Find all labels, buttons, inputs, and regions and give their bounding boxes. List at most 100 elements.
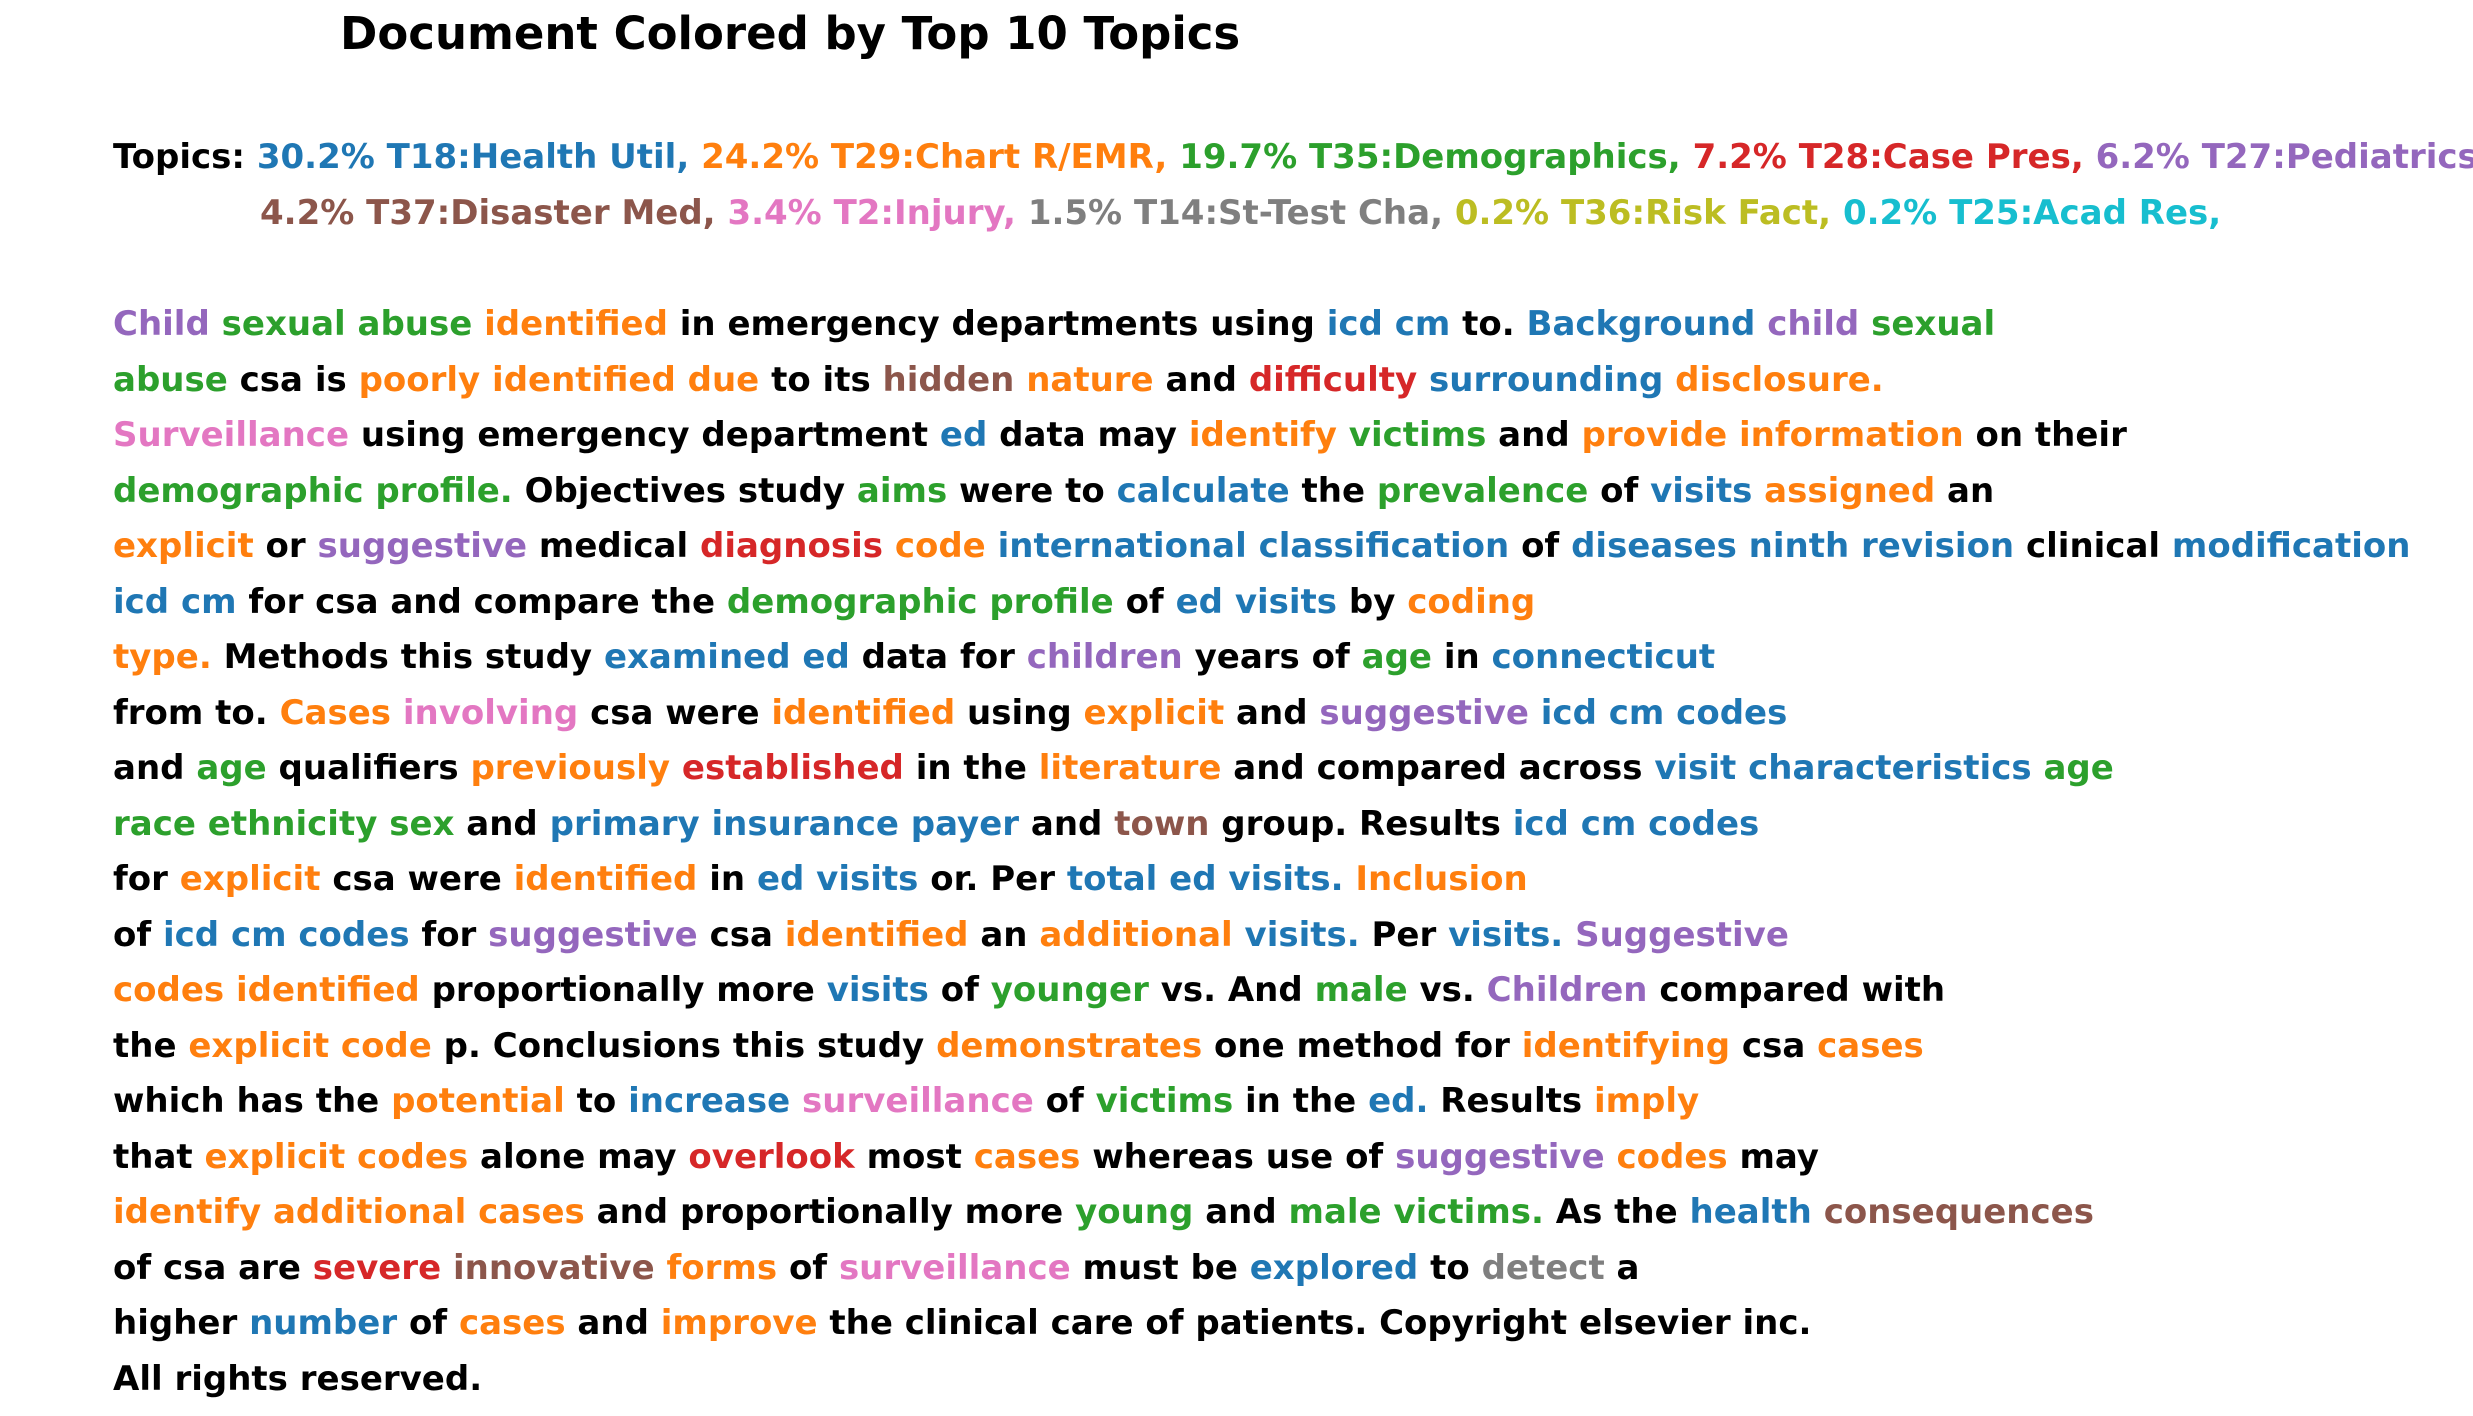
topic-colored-segment: victims xyxy=(1095,1081,1234,1121)
plain-text-segment: proportionally more xyxy=(431,970,815,1010)
plain-text-segment: csa is xyxy=(239,359,347,400)
topic-colored-segment: overlook xyxy=(688,1136,855,1177)
plain-text-segment: were to xyxy=(959,470,1105,511)
topic-colored-segment: codes identified xyxy=(113,970,420,1010)
topic-colored-segment: involving xyxy=(402,692,579,733)
topic-colored-segment: improve xyxy=(660,1303,818,1343)
topic-colored-segment: victims xyxy=(1348,415,1487,455)
topic-colored-segment: previously xyxy=(470,748,671,788)
topic-colored-segment: Children xyxy=(1486,970,1648,1010)
topic-colored-segment: identified xyxy=(771,692,956,733)
topic-colored-segment: demographic profile. xyxy=(113,470,513,511)
topic-colored-segment: age xyxy=(2043,748,2114,788)
topic-colored-segment: child xyxy=(1767,304,1860,344)
topic-colored-segment: sexual abuse xyxy=(221,304,473,344)
plain-text-segment: for xyxy=(421,914,477,955)
plain-text-segment: for xyxy=(113,859,168,899)
topic-colored-segment: diagnosis xyxy=(700,526,883,566)
plain-text-segment: clinical xyxy=(2025,526,2161,566)
topic-colored-segment: identifying xyxy=(1521,1025,1731,1066)
topic-colored-segment: children xyxy=(1026,637,1183,677)
plain-text-segment: to xyxy=(1430,1247,1470,1288)
document-line: race ethnicity sex and primary insurance… xyxy=(113,797,2410,853)
topic-colored-segment: provide information xyxy=(1581,415,1964,455)
topic-colored-segment: male victims. xyxy=(1288,1192,1544,1232)
topic-colored-segment: visit characteristics xyxy=(1654,748,2032,788)
plain-text-segment: the xyxy=(113,1025,177,1066)
topic-colored-segment: number xyxy=(249,1303,398,1343)
topic-colored-segment: identified xyxy=(784,914,969,955)
topics-legend-row: Topics: 30.2% T18:Health Util, 24.2% T29… xyxy=(113,135,2473,179)
topic-colored-segment: explicit xyxy=(1083,692,1225,733)
topic-colored-segment: Surveillance xyxy=(113,415,350,455)
topic-colored-segment: suggestive xyxy=(1319,692,1529,733)
page-title: Document Colored by Top 10 Topics xyxy=(340,7,1241,60)
plain-text-segment: and xyxy=(1205,1192,1277,1232)
plain-text-segment: of xyxy=(1600,470,1639,511)
plain-text-segment: csa were xyxy=(332,859,502,899)
plain-text-segment: of xyxy=(1125,581,1164,622)
topic-colored-segment: identify xyxy=(1188,415,1337,455)
document-line: All rights reserved. xyxy=(113,1352,2410,1408)
document-line: demographic profile. Objectives study ai… xyxy=(113,464,2410,520)
topic-colored-segment: Inclusion xyxy=(1355,859,1528,899)
topic-colored-segment: type. xyxy=(113,637,212,677)
topic-colored-segment: icd cm xyxy=(1326,304,1451,344)
topic-colored-segment: coding xyxy=(1407,581,1536,622)
topic-entry: 4.2% T37:Disaster Med, xyxy=(260,193,716,233)
document-line: for explicit csa were identified in ed v… xyxy=(113,852,2410,908)
document-line: identify additional cases and proportion… xyxy=(113,1185,2410,1241)
topic-colored-segment: diseases ninth revision xyxy=(1571,526,2015,566)
topic-colored-segment: detect xyxy=(1481,1247,1605,1288)
topic-colored-segment: identified xyxy=(513,859,698,899)
topic-entry: 24.2% T29:Chart R/EMR, xyxy=(701,137,1168,177)
topic-colored-segment: male xyxy=(1314,970,1408,1010)
topic-colored-segment: primary insurance payer xyxy=(549,803,1020,844)
topic-colored-segment: explored xyxy=(1249,1247,1419,1288)
plain-text-segment: and xyxy=(1236,692,1308,733)
topic-colored-segment: icd cm xyxy=(113,581,237,622)
document-text: Child sexual abuse identified in emergen… xyxy=(113,297,2410,1407)
topic-entry: 19.7% T35:Demographics, xyxy=(1179,137,1681,177)
topic-colored-segment: codes xyxy=(1616,1136,1728,1177)
document-line: Surveillance using emergency department … xyxy=(113,408,2410,464)
topic-colored-segment: connecticut xyxy=(1491,637,1716,677)
topic-colored-segment: explicit codes xyxy=(204,1136,469,1177)
topic-colored-segment: cases xyxy=(458,1303,566,1343)
topic-colored-segment: established xyxy=(681,748,904,788)
plain-text-segment: Objectives study xyxy=(524,470,846,511)
document-line: that explicit codes alone may overlook m… xyxy=(113,1130,2410,1186)
topic-colored-segment: race ethnicity sex xyxy=(113,803,455,844)
plain-text-segment: most xyxy=(866,1136,962,1177)
topic-colored-segment: difficulty xyxy=(1248,359,1418,400)
document-line: which has the potential to increase surv… xyxy=(113,1074,2410,1130)
plain-text-segment: As the xyxy=(1555,1192,1678,1232)
topic-colored-segment: suggestive xyxy=(317,526,528,566)
plain-text-segment: and proportionally more xyxy=(596,1192,1064,1232)
plain-text-segment: an xyxy=(1947,470,1995,511)
topic-colored-segment: calculate xyxy=(1116,470,1290,511)
topic-colored-segment: surrounding xyxy=(1429,359,1664,400)
topic-colored-segment: age xyxy=(196,748,267,788)
plain-text-segment: one method for xyxy=(1214,1025,1510,1066)
topic-colored-segment: cases xyxy=(1817,1025,1924,1066)
plain-text-segment: p. Conclusions this study xyxy=(443,1025,925,1066)
topic-colored-segment: explicit xyxy=(179,859,321,899)
plain-text-segment: of csa are xyxy=(113,1247,301,1288)
document-line: abuse csa is poorly identified due to it… xyxy=(113,353,2410,409)
topic-colored-segment: younger xyxy=(990,970,1149,1010)
plain-text-segment: vs. And xyxy=(1160,970,1303,1010)
topic-colored-segment: innovative xyxy=(452,1247,655,1288)
topic-colored-segment: surveillance xyxy=(838,1247,1071,1288)
topic-colored-segment: nature xyxy=(1026,359,1154,400)
topics-legend-row: 4.2% T37:Disaster Med, 3.4% T2:Injury, 1… xyxy=(260,191,2221,235)
topic-entry: 7.2% T28:Case Pres, xyxy=(1692,137,2084,177)
topic-entry: 3.4% T2:Injury, xyxy=(727,193,1016,233)
plain-text-segment: in xyxy=(709,859,746,899)
document-line: the explicit code p. Conclusions this st… xyxy=(113,1019,2410,1075)
plain-text-segment: of xyxy=(1521,526,1560,566)
topic-colored-segment: abuse xyxy=(113,359,228,400)
plain-text-segment: to. xyxy=(1462,304,1515,344)
plain-text-segment: years of xyxy=(1194,637,1350,677)
plain-text-segment: and compared across xyxy=(1233,748,1643,788)
